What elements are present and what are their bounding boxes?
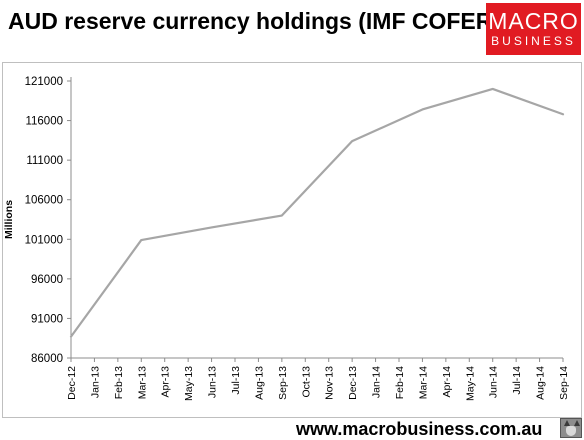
y-tick-label: 121000 (25, 76, 63, 88)
y-tick-label: 116000 (25, 116, 63, 128)
x-tick-label: Jul-13 (230, 366, 242, 395)
y-tick-label: 91000 (31, 313, 63, 325)
x-tick-label: Mar-14 (417, 366, 429, 399)
x-tick-label: Jun-14 (488, 366, 500, 398)
macrobusiness-logo: MACRO BUSINESS (486, 3, 581, 55)
series-line (69, 87, 565, 338)
logo-line-2: BUSINESS (491, 34, 576, 48)
y-tick-label: 111000 (26, 155, 63, 167)
website-url[interactable]: www.macrobusiness.com.au (296, 419, 543, 439)
wolf-icon (560, 418, 582, 438)
chart-frame (2, 62, 582, 418)
y-tick-label: 106000 (25, 195, 63, 207)
chart-title: AUD reserve currency holdings (IMF COFER… (8, 8, 501, 34)
x-tick-label: Aug-14 (535, 366, 547, 400)
x-tick-label: Dec-13 (347, 366, 359, 400)
x-tick-label: Nov-13 (324, 366, 336, 400)
y-tick-label: 96000 (31, 274, 63, 286)
x-tick-label: Apr-14 (441, 366, 453, 398)
y-tick-label: 86000 (31, 353, 63, 365)
x-tick-label: Aug-13 (253, 366, 265, 400)
x-tick-label: Jan-14 (371, 366, 383, 398)
x-tick-label: May-13 (183, 366, 195, 401)
y-tick-label: 101000 (25, 234, 63, 246)
x-tick-label: Apr-13 (160, 366, 172, 398)
x-tick-label: Feb-13 (113, 366, 125, 399)
x-tick-label: Sep-14 (558, 366, 570, 400)
y-axis-title: Millions (3, 200, 15, 239)
x-tick-label: Jan-13 (89, 366, 101, 398)
x-tick-label: Feb-14 (394, 366, 406, 399)
logo-line-1: MACRO (488, 8, 579, 34)
x-tick-label: May-14 (464, 366, 476, 401)
x-tick-label: Mar-13 (136, 366, 148, 399)
x-tick-label: Sep-13 (277, 366, 289, 400)
x-tick-label: Dec-12 (66, 366, 78, 400)
x-tick-label: Jul-14 (511, 366, 523, 395)
x-tick-label: Jun-13 (207, 366, 219, 398)
x-tick-label: Oct-13 (300, 366, 312, 398)
